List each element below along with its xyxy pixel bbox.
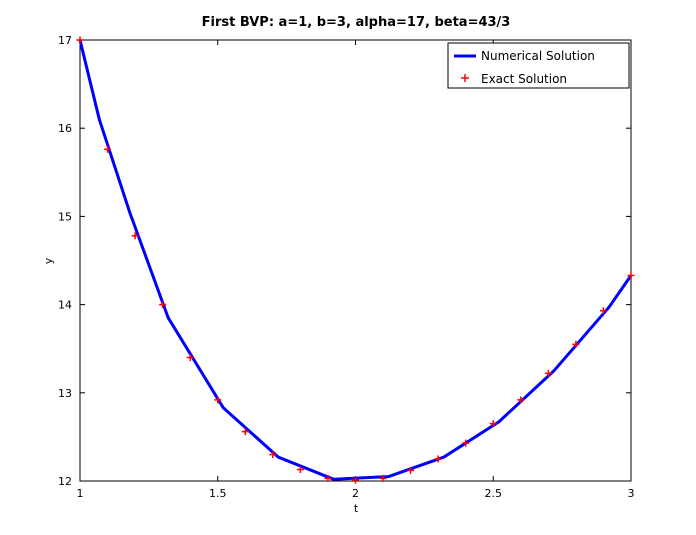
exact-solution-marker [76, 36, 84, 44]
legend: Numerical Solution Exact Solution [447, 42, 630, 89]
legend-exact-label: Exact Solution [481, 72, 567, 86]
exact-solution-marker [159, 301, 167, 309]
y-tick-label: 16 [58, 122, 72, 135]
exact-solution-marker [627, 271, 635, 279]
x-axis-label: t [354, 502, 359, 515]
y-tick-label: 15 [58, 210, 72, 223]
exact-solution-marker [352, 476, 359, 484]
exact-solution-marker [269, 451, 277, 459]
exact-solution-marker [104, 145, 112, 153]
exact-solution-marker [186, 354, 194, 362]
exact-solution-marker [517, 396, 525, 404]
exact-solution-marker [462, 439, 470, 447]
exact-solution-marker [214, 396, 222, 404]
y-tick-label: 12 [58, 475, 72, 488]
x-tick-label: 1 [77, 487, 84, 500]
exact-solution-marker [241, 428, 249, 436]
numerical-solution-series [78, 39, 633, 481]
exact-solution-marker [324, 474, 332, 482]
x-tick-label: 3 [628, 487, 635, 500]
exact-solution-marker [407, 466, 415, 474]
exact-solution-marker [544, 369, 552, 377]
x-tick-label: 2 [352, 487, 359, 500]
x-tick-label: 1.5 [209, 487, 227, 500]
exact-solution-marker [572, 340, 580, 348]
exact-solution-marker [379, 474, 387, 482]
exact-solution-marker [131, 232, 139, 240]
x-tick-label: 2.5 [485, 487, 503, 500]
y-tick-label: 14 [58, 299, 72, 312]
legend-exact-swatch [461, 74, 469, 82]
numerical-solution-line [78, 39, 633, 481]
x-axis: 1 1.5 2 2.5 3 [77, 40, 635, 500]
y-tick-label: 13 [58, 387, 72, 400]
legend-numerical-label: Numerical Solution [481, 49, 595, 63]
exact-solution-marker [434, 455, 442, 463]
chart-title: First BVP: a=1, b=3, alpha=17, beta=43/3 [202, 15, 511, 30]
y-tick-label: 17 [58, 34, 72, 47]
exact-solution-marker [599, 307, 607, 315]
y-axis-label: y [42, 257, 55, 264]
exact-solution-marker [296, 466, 304, 474]
exact-solution-marker [489, 420, 497, 428]
plot-area [79, 39, 632, 482]
legend-box [447, 42, 630, 89]
exact-solution-series [76, 36, 635, 484]
y-axis: 12 13 14 15 16 17 [58, 34, 631, 488]
